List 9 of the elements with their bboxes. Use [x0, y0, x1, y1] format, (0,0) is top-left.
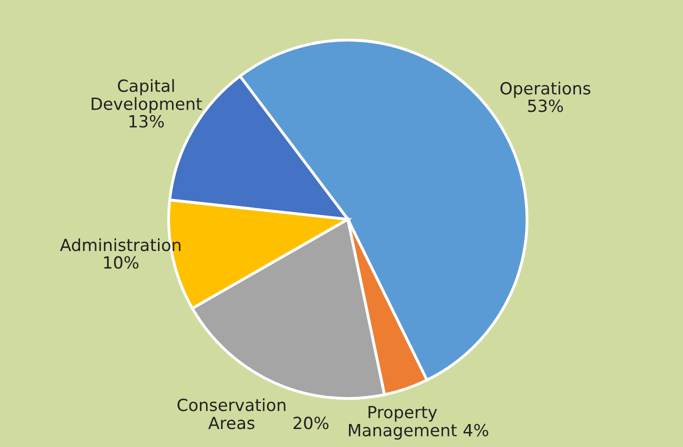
- slice-label: Property Management: [348, 406, 457, 440]
- data-label: 10%: [104, 256, 138, 269]
- data-label: 4%: [464, 424, 488, 436]
- slice-label: Operations: [500, 82, 590, 98]
- data-label: 13%: [130, 114, 164, 128]
- data-label: 53%: [528, 100, 563, 112]
- data-label: 20%: [294, 416, 328, 430]
- slice-label: Capital Development: [92, 79, 202, 114]
- slice-label: Conservation Areas: [178, 398, 286, 430]
